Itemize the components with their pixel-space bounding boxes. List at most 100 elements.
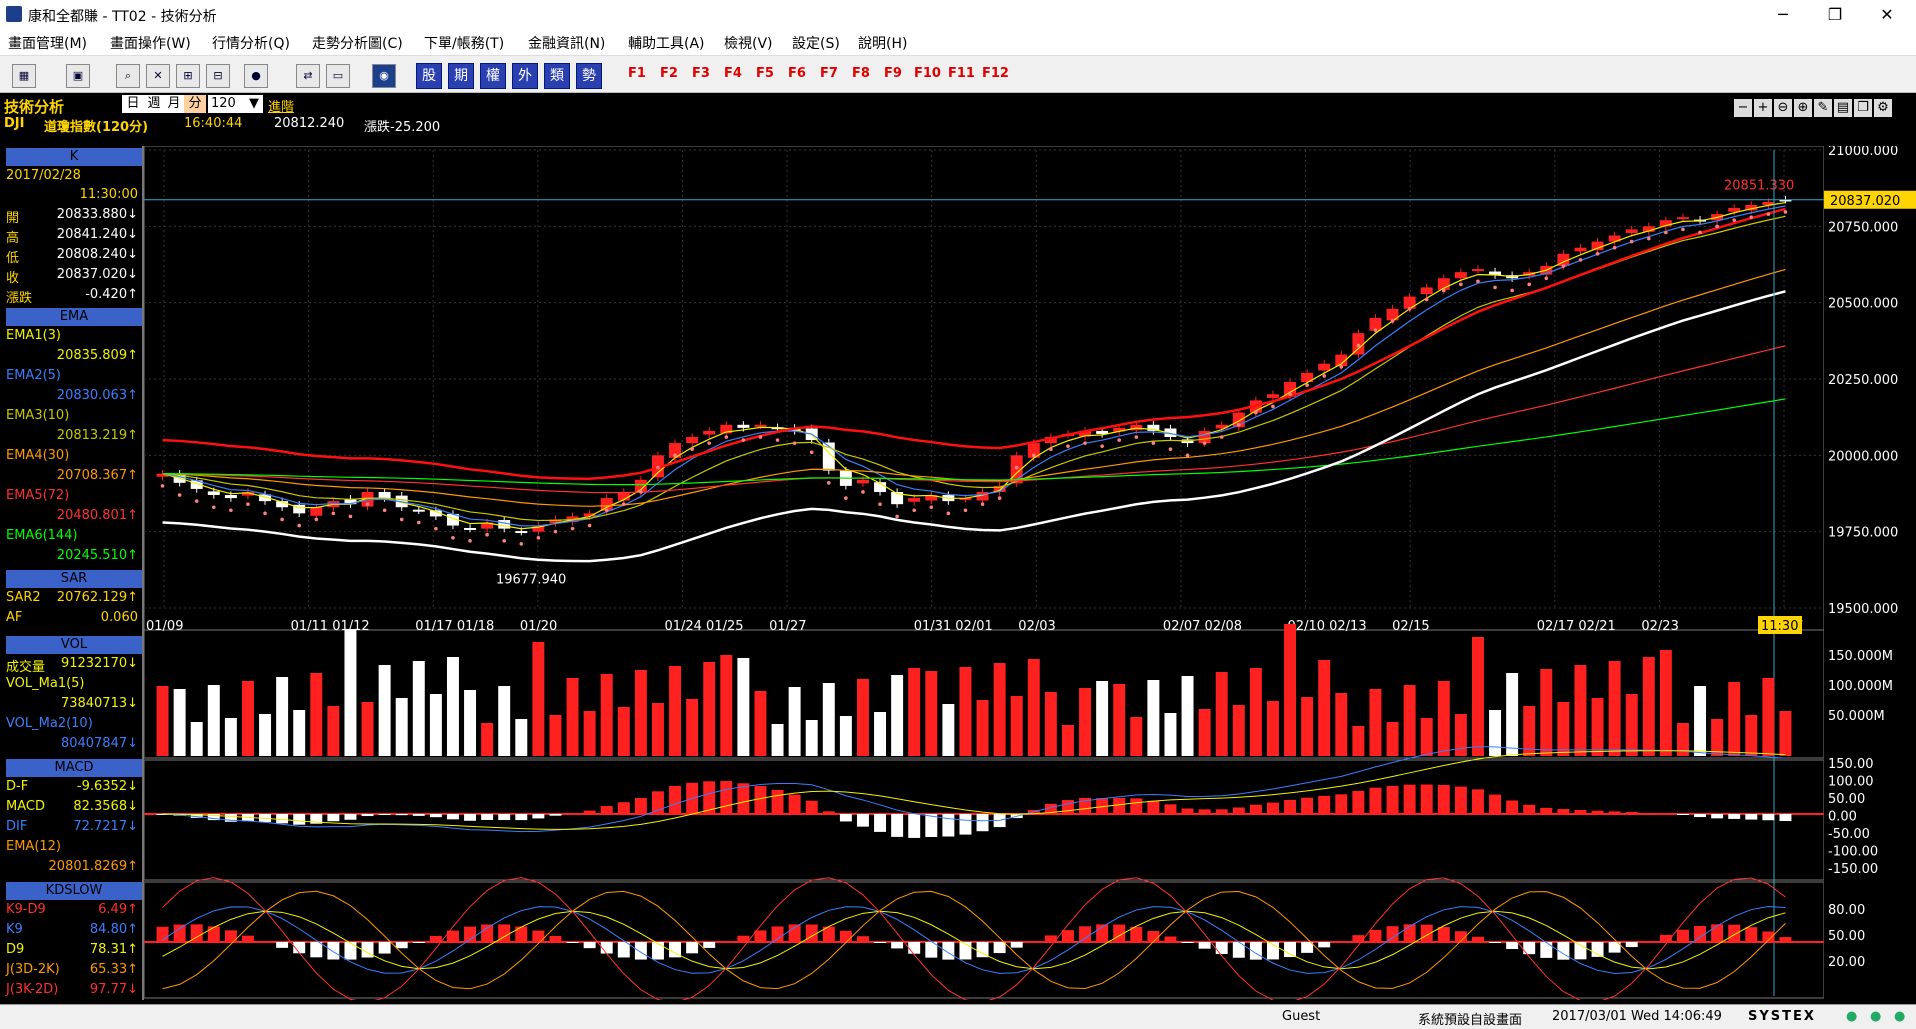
kd-histogram-bar (891, 942, 904, 949)
menu-finance[interactable]: 金融資訊(N) (528, 36, 606, 52)
copy-chart-icon[interactable]: ❐ (1854, 99, 1872, 117)
settings-icon[interactable]: ⚙ (1874, 99, 1892, 117)
f6-key[interactable]: F6 (788, 66, 806, 81)
candle-body (1403, 296, 1416, 309)
f8-key[interactable]: F8 (852, 66, 870, 81)
macd-histogram-bar (1574, 809, 1587, 814)
price-change: 漲跌-25.200 (364, 120, 441, 135)
f1-key[interactable]: F1 (628, 66, 646, 81)
kd-histogram-bar (276, 942, 289, 948)
menu-screen-ops[interactable]: 畫面操作(W) (110, 36, 191, 52)
sar-dot (1066, 444, 1070, 448)
menu-settings[interactable]: 設定(S) (792, 36, 840, 52)
kd-tick-label: 50.00 (1828, 929, 1865, 944)
f5-key[interactable]: F5 (756, 66, 774, 81)
k-header[interactable]: K (6, 148, 142, 166)
macd-header[interactable]: MACD (6, 759, 142, 777)
vol-label: 成交量 (6, 660, 46, 675)
draw-tool-icon[interactable]: ✎ (1814, 99, 1832, 117)
macd-histogram-bar (669, 785, 682, 814)
kd-header[interactable]: KDSLOW (6, 882, 142, 900)
sar-dot (1766, 212, 1771, 216)
sar-header[interactable]: SAR (6, 570, 142, 588)
sar-dot (1424, 297, 1429, 302)
advanced-link[interactable]: 進階 (268, 100, 295, 115)
macd-histogram-bar (1130, 798, 1143, 814)
ema-header[interactable]: EMA (6, 308, 142, 326)
category-button[interactable]: 類 (544, 63, 570, 89)
menu-quote[interactable]: 行情分析(Q) (212, 36, 290, 52)
zoom-in-icon[interactable]: + (1754, 99, 1772, 117)
f2-key[interactable]: F2 (660, 66, 678, 81)
sar-dot (707, 441, 712, 445)
vol-header[interactable]: VOL (6, 636, 142, 654)
title-bar: 康和全都賺 - TT02 - 技術分析 ─ ❐ ✕ (0, 0, 1916, 30)
foreign-button[interactable]: 外 (512, 63, 538, 89)
sar-dot (263, 511, 267, 516)
menu-order[interactable]: 下單/帳務(T) (424, 36, 505, 52)
ema5-label: EMA5(72) (6, 488, 70, 503)
period-week[interactable]: 週 (144, 95, 164, 113)
monitor-icon[interactable]: ▭ (326, 64, 350, 88)
kd-histogram-bar (788, 924, 801, 942)
futures-button[interactable]: 期 (448, 63, 474, 89)
link-icon[interactable]: ⇄ (296, 64, 320, 88)
kd-histogram-bar (1027, 941, 1040, 943)
volume-bar (788, 687, 801, 756)
macd-histogram-bar (651, 791, 664, 814)
stock-button[interactable]: 股 (416, 63, 442, 89)
layout-icon[interactable]: ▦ (12, 64, 36, 88)
macd-tick-label: 150.00 (1828, 757, 1874, 772)
restore-button[interactable]: ❐ (1827, 5, 1843, 24)
candle-body (515, 531, 528, 534)
magnify-plus-icon[interactable]: ⊕ (1794, 99, 1812, 117)
ema-line (162, 398, 1786, 486)
menu-screen-manage[interactable]: 畫面管理(M) (8, 36, 88, 52)
minimize-button[interactable]: ─ (1778, 5, 1788, 24)
close-window-icon[interactable]: ✕ (146, 64, 170, 88)
kd-histogram-bar (1096, 924, 1109, 942)
menu-tools[interactable]: 輔助工具(A) (628, 36, 705, 52)
kd-histogram-bar (515, 926, 528, 942)
k-close-label: 收 (6, 271, 20, 286)
sar-dot (980, 502, 985, 506)
f7-key[interactable]: F7 (820, 66, 838, 81)
candle-body (737, 424, 750, 428)
macd-histogram-bar (788, 794, 801, 814)
sar-dot (1612, 245, 1617, 250)
volume-bar (1489, 710, 1502, 756)
trend-button[interactable]: 勢 (576, 63, 602, 89)
sar-dot (997, 496, 1002, 500)
chart-area[interactable]: 01/09 01/11 01/12 01/17 01/18 01/20 01/24 01… (144, 146, 1824, 1000)
f4-key[interactable]: F4 (724, 66, 742, 81)
coin-icon[interactable]: ● (244, 64, 268, 88)
count-select[interactable]: 120 ▼ (208, 95, 263, 113)
period-day[interactable]: 日 (122, 95, 144, 113)
options-button[interactable]: 權 (480, 63, 506, 89)
close-button[interactable]: ✕ (1880, 5, 1894, 24)
sar-dot (775, 438, 780, 442)
menu-view[interactable]: 檢視(V) (724, 36, 773, 52)
dif-label: DIF (6, 819, 28, 834)
magnify-minus-icon[interactable]: ⊖ (1774, 99, 1792, 117)
sar-dot (331, 511, 336, 516)
home-icon[interactable]: ◉ (372, 64, 396, 88)
split-icon[interactable]: ⊟ (206, 64, 230, 88)
save-layout-icon[interactable]: ▣ (66, 64, 90, 88)
f3-key[interactable]: F3 (692, 66, 710, 81)
f10-key[interactable]: F10 (914, 66, 941, 81)
menu-help[interactable]: 說明(H) (858, 36, 908, 52)
period-minute[interactable]: 分 (184, 95, 206, 113)
f9-key[interactable]: F9 (884, 66, 902, 81)
save-chart-icon[interactable]: ▤ (1834, 99, 1852, 117)
sar-dot (1527, 282, 1532, 287)
f12-key[interactable]: F12 (982, 66, 1009, 81)
sar-dot (1783, 210, 1788, 214)
f11-key[interactable]: F11 (948, 66, 975, 81)
arrange-icon[interactable]: ⊞ (176, 64, 200, 88)
zoom-out-icon[interactable]: − (1734, 99, 1752, 117)
last-price: 20812.240 (274, 116, 345, 131)
menu-trend[interactable]: 走勢分析圖(C) (312, 36, 403, 52)
zoom-icon[interactable]: ⌕ (116, 64, 140, 88)
period-month[interactable]: 月 (164, 95, 184, 113)
